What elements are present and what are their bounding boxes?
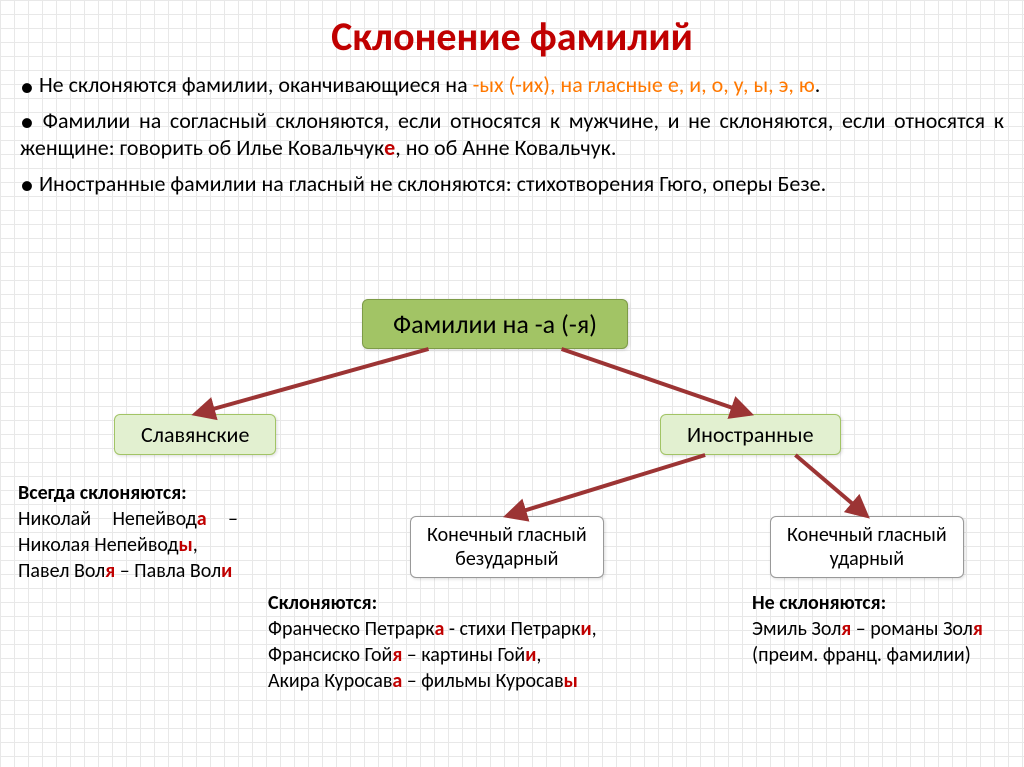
example-unstressed: Склоняются: Франческо Петрарка - стихи П… <box>268 590 648 694</box>
rule-1-highlight: -ых (-их), на гласные е, и, о, у, ы, э, … <box>473 71 815 98</box>
example-line: Эмиль Золя – романы Золя <box>752 616 1002 642</box>
example-slavic-title: Всегда склоняются: <box>18 480 238 506</box>
node-unstressed: Конечный гласный безударный <box>410 516 604 578</box>
node-root: Фамилии на -а (-я) <box>362 299 628 349</box>
page-title: Склонение фамилий <box>20 12 1004 61</box>
rule-2-mid: , но об Анне Ковальчук. <box>395 134 616 161</box>
example-line: Акира Куросава – фильмы Куросавы <box>268 668 648 694</box>
rule-3-text: Иностранные фамилии на гласный не склоня… <box>39 170 826 197</box>
example-line: Николай Непейвода – Николая Непейводы, <box>18 506 238 558</box>
example-unstressed-title: Склоняются: <box>268 590 648 616</box>
node-unstressed-l2: безударный <box>455 547 558 571</box>
rule-2-hl: е <box>384 134 395 161</box>
node-stressed-l2: ударный <box>830 547 904 571</box>
node-stressed: Конечный гласный ударный <box>770 516 964 578</box>
example-slavic: Всегда склоняются: Николай Непейвода – Н… <box>18 480 238 584</box>
example-stressed: Не склоняются: Эмиль Золя – романы Золя … <box>752 590 1002 668</box>
rule-2: • Фамилии на согласный склоняются, если … <box>20 107 1004 162</box>
rule-3: • Иностранные фамилии на гласный не скло… <box>20 170 1004 198</box>
node-slavic: Славянские <box>114 414 276 455</box>
example-line: Франческо Петрарка - стихи Петрарки, <box>268 616 648 642</box>
rule-1: • Не склоняются фамилии, оканчивающиеся … <box>20 71 1004 99</box>
node-foreign: Иностранные <box>660 414 841 455</box>
rule-1-prefix: Не склоняются фамилии, оканчивающиеся на <box>39 71 473 98</box>
node-unstressed-l1: Конечный гласный <box>427 523 587 547</box>
rule-1-suffix: . <box>815 71 821 98</box>
example-line: (преим. франц. фамилии) <box>752 642 1002 668</box>
example-stressed-title: Не склоняются: <box>752 590 1002 616</box>
example-line: Франсиско Гойя – картины Гойи, <box>268 642 648 668</box>
example-line: Павел Воля – Павла Воли <box>18 558 238 584</box>
node-stressed-l1: Конечный гласный <box>787 523 947 547</box>
